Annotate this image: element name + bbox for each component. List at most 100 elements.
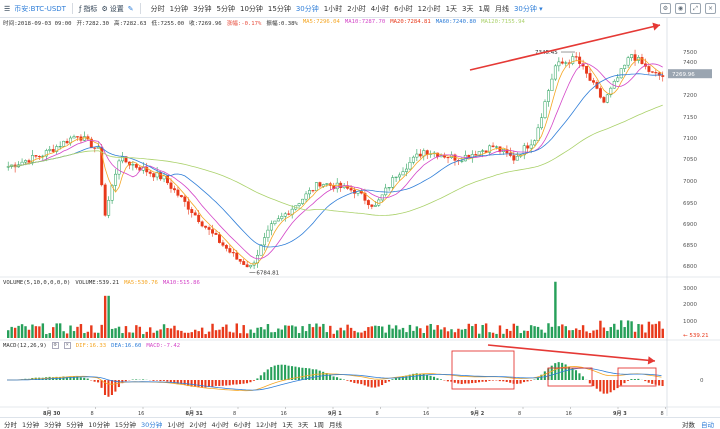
macd-histogram-bar — [162, 380, 165, 381]
macd-histogram-bar — [464, 380, 467, 384]
volume-bar — [374, 325, 377, 338]
settings-icon[interactable]: ⚙ — [660, 3, 671, 14]
volume-bar — [630, 321, 633, 338]
candle-up — [630, 54, 634, 58]
volume-bar — [432, 329, 436, 338]
macd-histogram-bar — [387, 380, 391, 382]
timeframe-tab[interactable]: 1小时 — [323, 4, 343, 13]
candle-up — [259, 244, 263, 256]
settings-button[interactable]: ⚙ 设置 — [101, 4, 124, 13]
macd-settings-icon[interactable]: ⚙ — [51, 342, 59, 349]
macd-histogram-bar — [155, 380, 158, 381]
bottom-timeframe-tab[interactable]: 分时 — [4, 420, 17, 429]
toolbar: ☰ 币安:BTC-USDT ƒ 指标 ⚙ 设置 ✎ 分时 1分钟 3分钟 5分钟 10分钟 1… — [0, 0, 720, 18]
volume-bar — [62, 331, 65, 338]
volume-bar — [453, 332, 457, 338]
timeframe-tab[interactable]: 15分钟 — [267, 4, 291, 13]
macd-histogram-bar — [83, 377, 86, 380]
timeframe-tab[interactable]: 1周 — [478, 4, 490, 13]
bottom-timeframe-tab[interactable]: 3天 — [297, 420, 309, 429]
macd-close-icon[interactable]: × — [63, 342, 71, 349]
volume-bar — [152, 332, 155, 338]
timeframe-tab[interactable]: 30分钟 — [295, 4, 319, 13]
candle-up — [325, 183, 329, 185]
bottom-timeframe-tab[interactable]: 5分钟 — [66, 420, 84, 429]
candle-down — [238, 259, 242, 262]
macd-histogram-bar — [502, 380, 505, 382]
macd-histogram-bar — [239, 380, 242, 385]
bottom-timeframe-tab[interactable]: 12小时 — [255, 420, 278, 429]
bottom-timeframe-tab[interactable]: 6小时 — [233, 420, 251, 429]
volume-bar — [564, 326, 567, 338]
volume-bar — [200, 327, 204, 338]
bottom-timeframe-tab[interactable]: 15分钟 — [114, 420, 136, 429]
macd-histogram-bar — [173, 380, 176, 384]
bottom-timeframe-tab[interactable]: 2小时 — [189, 420, 207, 429]
log-scale-toggle[interactable]: 对数 — [682, 421, 695, 429]
macd-histogram-bar — [297, 367, 300, 380]
bottom-timeframe-tab[interactable]: 3分钟 — [44, 420, 62, 429]
volume-bar — [304, 331, 308, 338]
timeframe-tab[interactable]: 2小时 — [347, 4, 366, 13]
volume-bar — [609, 327, 613, 338]
x-axis-tick-label: 8月 31 — [186, 410, 204, 417]
bottom-timeframe-tab[interactable]: 1天 — [282, 420, 293, 429]
candle-down — [214, 233, 218, 235]
fullscreen-icon[interactable]: ⤢ — [690, 3, 701, 14]
bottom-timeframe-tab[interactable]: 10分钟 — [88, 420, 110, 429]
timeframe-tab[interactable]: 1天 — [445, 4, 458, 13]
volume-bar — [155, 330, 159, 338]
macd-histogram-bar — [613, 380, 616, 391]
timeframe-tab[interactable]: 1分钟 — [169, 4, 189, 13]
x-axis-tick-label: 9月 3 — [613, 410, 627, 417]
candle-down — [598, 88, 602, 98]
macd-histogram-bar — [498, 380, 501, 382]
macd-histogram-bar — [408, 374, 411, 380]
volume-bar — [183, 332, 187, 338]
bottom-timeframe-tab[interactable]: 30分钟 — [140, 420, 163, 429]
timeframe-tab[interactable]: 10分钟 — [240, 4, 263, 13]
timeframe-tab[interactable]: 3天 — [462, 4, 474, 13]
timeframe-tab[interactable]: 30分钟 ▾ — [513, 4, 543, 13]
candle-down — [65, 140, 69, 144]
timeframe-tab[interactable]: 5分钟 — [216, 4, 235, 13]
macd-highlight-box — [617, 367, 657, 387]
timeframe-tab[interactable]: 分时 — [150, 4, 165, 13]
bottom-timeframe-tab[interactable]: 1小时 — [167, 420, 185, 429]
candle-up — [605, 94, 609, 103]
auto-scale-toggle[interactable]: 自动 — [701, 421, 714, 429]
timeframe-tab[interactable]: 6小时 — [394, 4, 413, 13]
menu-toggle[interactable]: ☰ — [4, 4, 11, 13]
timeframe-tab[interactable]: 月线 — [494, 4, 509, 13]
bottom-timeframe-tab[interactable]: 月线 — [329, 420, 343, 429]
candle-down — [349, 188, 353, 191]
macd-histogram-bar — [363, 380, 366, 386]
close-icon[interactable]: × — [705, 3, 716, 14]
bottom-timeframe-tab[interactable]: 1周 — [313, 420, 325, 429]
volume-bar — [273, 332, 277, 338]
macd-histogram-bar — [294, 366, 297, 380]
draw-tool-button[interactable]: ✎ — [128, 5, 134, 13]
timeframe-tabs: 分时 1分钟 3分钟 5分钟 10分钟 15分钟 30分钟 1小时 2小时 4小时 6小时 12小时 1… — [151, 4, 543, 14]
volume-bar — [516, 325, 519, 338]
volume-ma5: MA5:530.76 — [124, 280, 158, 286]
volume-bar — [52, 327, 55, 338]
indicators-button[interactable]: ƒ 指标 — [78, 4, 98, 13]
macd-histogram-bar — [287, 365, 290, 380]
timeframe-tab[interactable]: 3分钟 — [193, 4, 212, 13]
volume-bar — [581, 325, 585, 338]
timeframe-tab[interactable]: 12小时 — [417, 4, 441, 13]
volume-bar — [239, 333, 242, 338]
bottom-timeframe-tab[interactable]: 4小时 — [211, 420, 229, 429]
timeframe-tab[interactable]: 4小时 — [370, 4, 390, 13]
symbol-title[interactable]: 币安:BTC-USDT — [14, 4, 66, 13]
volume-bar — [557, 326, 561, 338]
macd-histogram-bar — [103, 380, 107, 396]
camera-icon[interactable]: ◉ — [675, 3, 686, 14]
volume-bar — [162, 324, 166, 338]
volume-bar — [17, 325, 20, 338]
x-axis-tick-label: 16 — [423, 411, 429, 417]
candle-up — [387, 187, 391, 189]
bottom-timeframe-tab[interactable]: 1分钟 — [22, 420, 40, 429]
